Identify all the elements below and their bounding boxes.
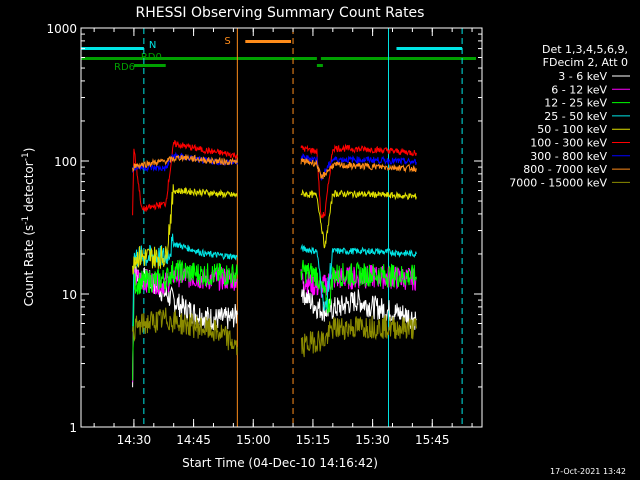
legend-entry-label: 800 - 7000 keV (523, 163, 607, 176)
legend-entry-label: 3 - 6 keV (558, 70, 607, 83)
y-axis-label-part: Count Rate (s (22, 225, 36, 307)
night-flag-label: N (149, 40, 156, 51)
night-flag-bar (81, 47, 144, 50)
legend-entry-label: 50 - 100 keV (537, 123, 607, 136)
series-7 (132, 153, 417, 180)
y-axis-label: Count Rate (s-1 detector-1) (21, 148, 36, 307)
legend-entry-label: 12 - 25 keV (544, 97, 607, 110)
night-flag-bar (396, 47, 463, 50)
series-4 (132, 184, 417, 275)
series-trace (300, 143, 417, 219)
x-tick-label: 15:15 (296, 433, 331, 447)
legend-entry-label: 6 - 12 keV (551, 83, 607, 96)
x-tick-label: 15:45 (415, 433, 450, 447)
legend-entry-label: 100 - 300 keV (530, 137, 607, 150)
y-tick-label: 1 (69, 421, 77, 435)
vertical-markers (80, 28, 463, 427)
series-trace (132, 139, 238, 216)
y-tick-label: 100 (54, 155, 77, 169)
y-axis-label-part: ) (22, 148, 36, 153)
x-tick-label: 14:45 (176, 433, 211, 447)
generated-timestamp: 17-Oct-2021 13:42 (550, 467, 626, 476)
y-axis-label-part: detector (22, 161, 36, 216)
series-trace (300, 157, 417, 180)
series-3 (132, 233, 417, 332)
x-axis-label: Start Time (04-Dec-10 14:16:42) (182, 456, 378, 470)
legend-header-line: FDecim 2, Att 0 (543, 56, 628, 69)
x-tick-label: 15:30 (355, 433, 390, 447)
series-trace (132, 259, 238, 381)
plot-frame (80, 27, 483, 428)
x-tick-label: 15:00 (236, 433, 271, 447)
saa-flag-label: S (224, 36, 230, 47)
series-trace (301, 281, 417, 330)
series-trace (300, 243, 417, 312)
rd0-flag-bar (320, 57, 477, 60)
legend-entry-label: 300 - 800 keV (530, 150, 607, 163)
rd0-flag-label: RD0 (141, 52, 162, 63)
y-axis-label-sup: -1 (21, 216, 31, 225)
legend-entry-label: 25 - 50 keV (544, 110, 607, 123)
series-trace (300, 315, 417, 358)
series-trace (132, 153, 238, 173)
rd0-flag-bar (81, 57, 317, 60)
rd6-flag-label: RD6 (114, 62, 135, 73)
x-tick-label: 14:30 (117, 433, 152, 447)
series-trace (132, 307, 238, 356)
series-trace (300, 188, 417, 249)
series-5 (132, 139, 417, 219)
legend-entry-label: 7000 - 15000 keV (509, 176, 607, 189)
series-trace (132, 184, 238, 275)
series-8 (132, 307, 417, 358)
axis-ticks: 1 10 100 1000 14:30 14:45 15:00 15:15 15:30 15:45 (46, 22, 482, 447)
y-tick-label: 1000 (46, 22, 77, 36)
y-tick-label: 10 (62, 288, 77, 302)
chart-title: RHESSI Observing Summary Count Rates (136, 5, 425, 21)
series-trace (132, 233, 238, 332)
saa-flag-bar (245, 40, 292, 43)
y-axis-label-sup: -1 (21, 152, 31, 161)
rd6-flag-bar (133, 64, 166, 67)
rd6-flag-bar (316, 64, 323, 67)
flag-bars: N S RD0 RD6 (81, 36, 477, 73)
series-lines (132, 139, 417, 388)
legend-header-line: Det 1,3,4,5,6,9, (542, 43, 628, 56)
legend: Det 1,3,4,5,6,9, FDecim 2, Att 0 3 - 6 k… (509, 43, 630, 189)
